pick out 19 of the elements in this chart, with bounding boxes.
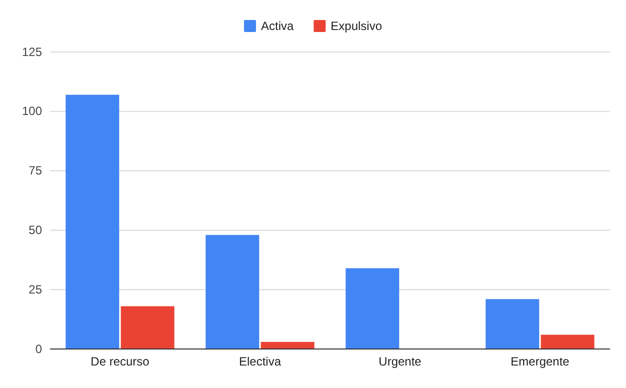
x-tick-label: Electiva <box>238 354 282 369</box>
bar <box>66 94 120 349</box>
bar <box>486 299 540 349</box>
y-tick-label: 125 <box>22 44 42 59</box>
legend-label: Expulsivo <box>330 19 382 33</box>
y-tick-label: 25 <box>28 282 42 296</box>
x-tick-label: Urgente <box>378 354 422 369</box>
bar <box>260 342 314 349</box>
bar <box>206 234 260 349</box>
y-tick-label: 100 <box>22 104 42 118</box>
bar <box>120 306 174 349</box>
y-tick-label: 0 <box>35 342 42 356</box>
legend-label: Activa <box>260 19 294 33</box>
x-tick-label: De recurso <box>90 354 150 369</box>
y-tick-label: 75 <box>28 164 42 178</box>
y-tick-label: 50 <box>28 223 42 238</box>
x-tick-label: Emergente <box>510 354 570 369</box>
bar <box>346 268 400 349</box>
bar <box>540 334 594 349</box>
